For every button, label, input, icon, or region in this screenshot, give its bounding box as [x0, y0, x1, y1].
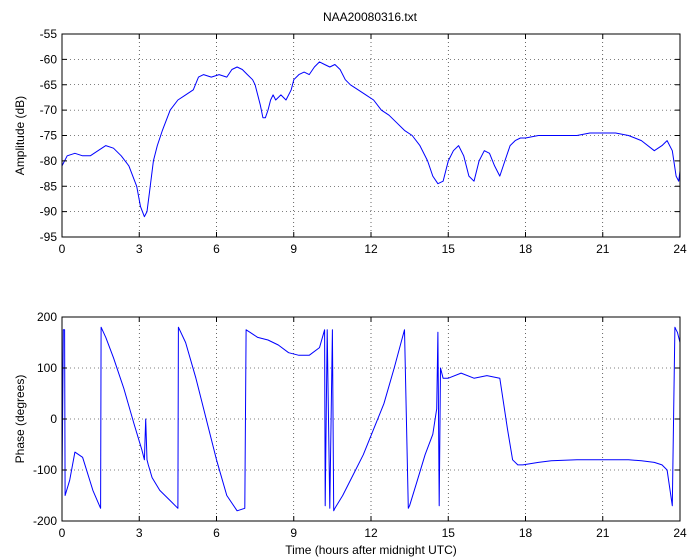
phase-y-tick-label: 200: [37, 310, 57, 324]
amplitude-plot: 0 3 6 9 12 15 18 21 24 -95 -90 -85 -80 -75 -70 -65 -60 -5…: [13, 27, 687, 256]
amplitude-x-tick-label: 21: [596, 242, 610, 256]
phase-x-tick-label: 9: [290, 526, 297, 540]
phase-ticks: 0 3 6 9 12 15 18 21 24 -200 -100 0 100 200: [33, 310, 687, 540]
phase-plot: 0 3 6 9 12 15 18 21 24 -200 -100 0 100 200 Phase (deg…: [13, 310, 687, 557]
amplitude-y-tick-label: -65: [40, 78, 58, 92]
phase-y-tick-label: 0: [50, 412, 57, 426]
phase-x-tick-label: 0: [59, 526, 66, 540]
phase-x-tick-label: 24: [673, 526, 687, 540]
phase-x-tick-label: 18: [519, 526, 533, 540]
chart-title: NAA20080316.txt: [323, 10, 418, 24]
amplitude-grid: [62, 34, 680, 237]
amplitude-y-tick-label: -80: [40, 154, 58, 168]
amplitude-y-tick-label: -75: [40, 129, 58, 143]
phase-grid: [62, 317, 680, 521]
amplitude-x-tick-label: 12: [364, 242, 378, 256]
amplitude-series: [61, 61, 681, 218]
phase-x-axis-label: Time (hours after midnight UTC): [285, 543, 457, 557]
amplitude-line: [61, 61, 681, 218]
phase-x-tick-label: 15: [442, 526, 456, 540]
phase-x-tick-label: 6: [213, 526, 220, 540]
amplitude-y-tick-label: -55: [40, 27, 58, 41]
phase-series: [61, 326, 681, 512]
phase-line: [61, 326, 681, 512]
phase-y-tick-label: -200: [33, 514, 57, 528]
amplitude-x-tick-label: 3: [136, 242, 143, 256]
amplitude-y-tick-label: -70: [40, 103, 58, 117]
amplitude-y-tick-label: -90: [40, 205, 58, 219]
phase-y-tick-label: 100: [37, 361, 57, 375]
phase-x-tick-label: 21: [596, 526, 610, 540]
phase-y-axis-label: Phase (degrees): [13, 375, 27, 464]
amplitude-x-tick-label: 15: [442, 242, 456, 256]
amplitude-x-tick-label: 6: [213, 242, 220, 256]
phase-x-tick-label: 12: [364, 526, 378, 540]
amplitude-x-tick-label: 24: [673, 242, 687, 256]
amplitude-x-tick-label: 18: [519, 242, 533, 256]
amplitude-x-tick-label: 9: [290, 242, 297, 256]
phase-x-tick-label: 3: [136, 526, 143, 540]
amplitude-y-tick-label: -60: [40, 52, 58, 66]
amplitude-x-tick-label: 0: [59, 242, 66, 256]
phase-y-tick-label: -100: [33, 463, 57, 477]
amplitude-y-tick-label: -95: [40, 230, 58, 244]
amplitude-y-axis-label: Amplitude (dB): [13, 96, 27, 175]
amplitude-y-tick-label: -85: [40, 179, 58, 193]
amplitude-ticks: 0 3 6 9 12 15 18 21 24 -95 -90 -85 -80 -75 -70 -65 -60 -5…: [40, 27, 687, 256]
